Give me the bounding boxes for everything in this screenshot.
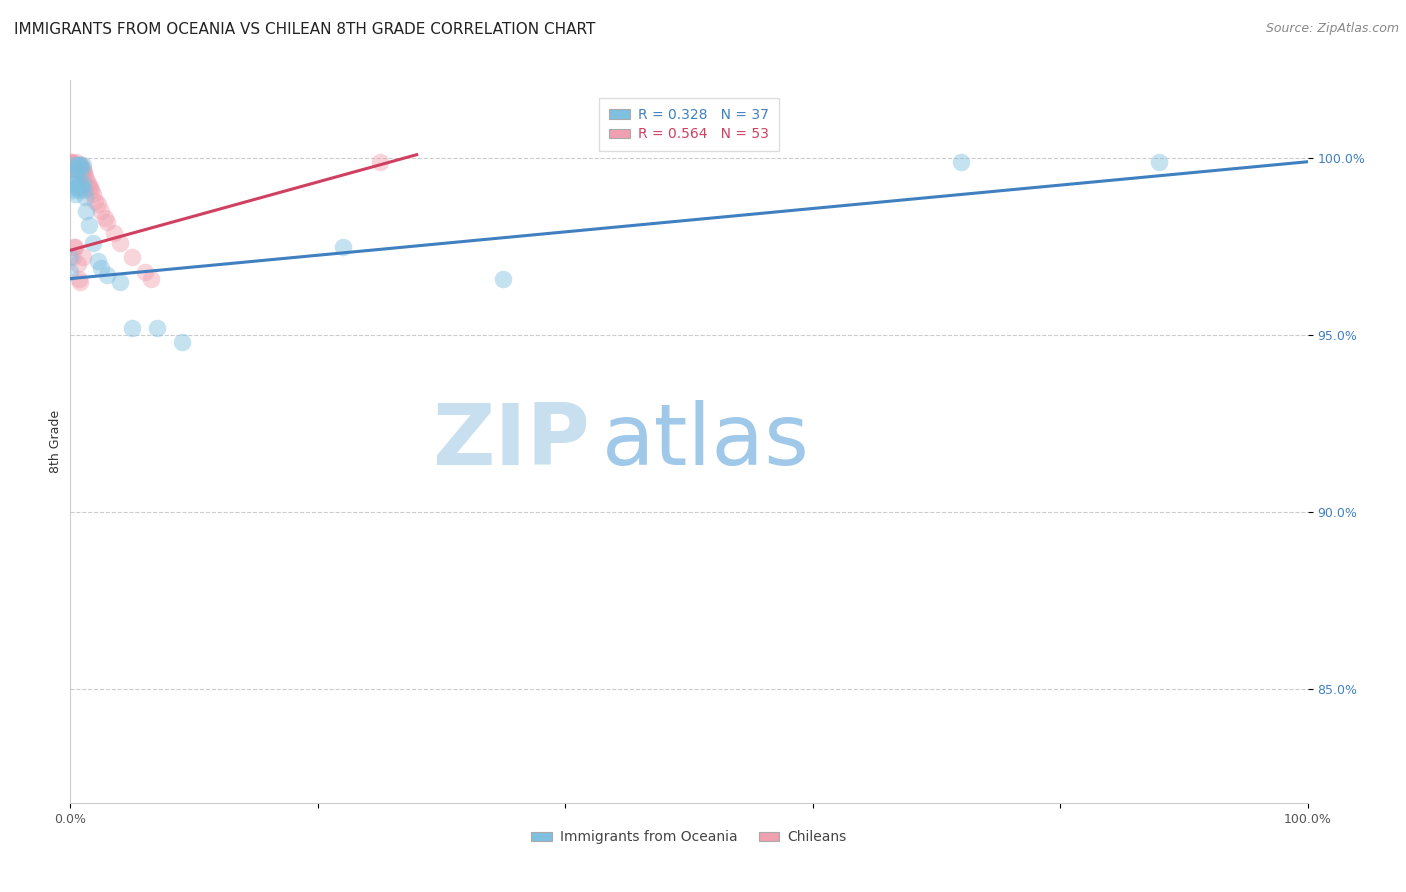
Point [63,158,86,172]
Point [59,264,82,278]
Point [59,161,82,176]
Point [139,271,162,285]
Point [66,257,89,271]
Point [59,158,82,172]
Point [72,165,94,179]
Point [62,251,84,265]
Point [332,240,354,254]
Point [69,161,91,176]
Point [146,321,169,335]
Point [59,154,82,169]
Point [73,165,96,179]
Point [65,154,87,169]
Point [62,158,84,172]
Point [60,158,83,172]
Point [59,158,82,172]
Point [76,176,98,190]
Point [67,271,90,285]
Point [77,219,100,233]
Point [108,236,131,251]
Point [82,236,104,251]
Point [75,172,97,186]
Point [134,264,156,278]
Point [65,158,87,172]
Point [77,179,100,194]
Point [65,240,87,254]
Point [70,158,93,172]
Point [75,190,97,204]
Point [63,169,86,183]
Point [63,240,86,254]
Text: Source: ZipAtlas.com: Source: ZipAtlas.com [1265,22,1399,36]
Point [79,179,101,194]
Point [75,169,97,183]
Point [67,158,90,172]
Point [1147,154,1170,169]
Point [67,158,90,172]
Point [75,204,97,219]
Point [82,186,104,201]
Point [73,183,96,197]
Point [103,226,125,240]
Point [65,158,87,172]
Point [84,194,107,208]
Point [108,275,131,289]
Point [96,268,118,282]
Point [72,158,94,172]
Point [59,251,82,265]
Point [66,161,89,176]
Point [63,161,86,176]
Point [70,161,93,176]
Point [65,176,87,190]
Point [70,165,93,179]
Point [121,251,143,265]
Point [96,215,118,229]
Point [950,154,973,169]
Point [63,158,86,172]
Text: IMMIGRANTS FROM OCEANIA VS CHILEAN 8TH GRADE CORRELATION CHART: IMMIGRANTS FROM OCEANIA VS CHILEAN 8TH G… [14,22,595,37]
Point [67,161,90,176]
Point [492,271,515,285]
Point [121,321,143,335]
Y-axis label: 8th Grade: 8th Grade [49,410,62,473]
Legend: Immigrants from Oceania, Chileans: Immigrants from Oceania, Chileans [526,825,852,850]
Point [368,154,391,169]
Point [72,176,94,190]
Point [60,183,83,197]
Point [65,186,87,201]
Text: atlas: atlas [602,400,810,483]
Point [66,179,89,194]
Point [80,183,103,197]
Point [65,161,87,176]
Point [69,165,91,179]
Point [65,158,87,172]
Point [60,158,83,172]
Point [86,197,108,211]
Point [90,204,112,219]
Point [67,183,90,197]
Point [90,260,112,275]
Point [62,161,84,176]
Point [86,253,108,268]
Point [72,161,94,176]
Point [60,154,83,169]
Point [62,179,84,194]
Point [66,161,89,176]
Point [94,211,117,226]
Point [65,176,87,190]
Point [69,158,91,172]
Point [170,335,193,350]
Point [70,179,93,194]
Point [66,158,89,172]
Point [69,176,91,190]
Point [69,275,91,289]
Point [59,161,82,176]
Text: ZIP: ZIP [432,400,591,483]
Point [59,154,82,169]
Point [72,251,94,265]
Point [62,161,84,176]
